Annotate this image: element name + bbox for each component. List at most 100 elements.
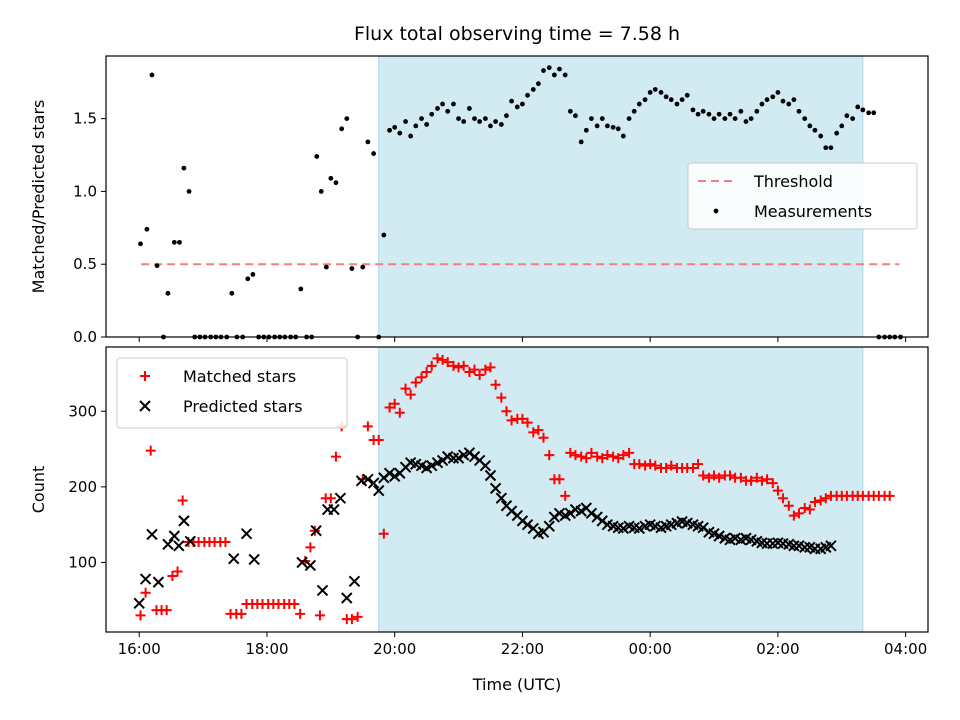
bottom-series-1-point-118: [762, 474, 773, 485]
top-series-1-point-8: [181, 165, 187, 171]
x-tick-label-5: 02:00: [756, 640, 799, 658]
bottom-y-tick-label-1: 200: [68, 478, 97, 496]
top-series-1-point-126: [807, 123, 813, 129]
bottom-series-2-point-104: [799, 541, 811, 554]
bottom-series-1-point-49: [394, 407, 405, 418]
bottom-series-2-point-11: [248, 553, 260, 566]
bottom-series-1-point-129: [820, 493, 831, 504]
top-series-1-point-85: [589, 116, 594, 122]
bottom-series-2-point-9: [228, 552, 240, 565]
bottom-series-1-point-94: [634, 459, 645, 470]
bottom-series-2-point-8: [184, 535, 197, 547]
top-series-1-point-129: [823, 145, 829, 151]
bottom-series-2-point-39: [452, 452, 465, 464]
top-series-1-point-34: [318, 189, 324, 194]
bottom-series-2-point-45: [484, 469, 497, 482]
bottom-series-2-point-24: [373, 484, 385, 497]
top-series-1-point-123: [791, 97, 797, 103]
x-tick-label-2: 20:00: [373, 640, 416, 658]
bottom-series-2-point-10: [240, 528, 253, 540]
bottom-series-1-point-91: [618, 450, 629, 461]
bottom-series-1-point-51: [405, 389, 416, 400]
bottom-series-1-point-117: [756, 475, 767, 486]
bottom-series-2-point-44: [479, 459, 492, 472]
top-series-1-point-101: [674, 101, 680, 107]
top-series-1-point-100: [668, 97, 674, 103]
top-series-1-point-103: [684, 92, 690, 98]
bottom-series-1-point-34: [314, 610, 325, 621]
top-series-1-point-92: [626, 116, 632, 122]
top-legend-label-1: Measurements: [754, 202, 872, 221]
top-series-1-point-124: [796, 108, 802, 114]
bottom-legend-box: [116, 357, 348, 429]
bottom-series-1-point-53: [416, 372, 427, 383]
bottom-series-2-point-0: [133, 597, 145, 609]
bottom-series-2-point-7: [178, 515, 190, 527]
bottom-y-axis-label: Count: [29, 466, 48, 514]
bottom-series-2-point-23: [367, 477, 380, 489]
top-series-1-point-110: [722, 116, 728, 122]
bottom-series-1-point-62: [464, 366, 475, 377]
top-series-1-point-53: [419, 116, 424, 122]
bottom-series-2-point-4: [162, 538, 174, 551]
bottom-series-1-point-106: [698, 470, 709, 481]
top-series-1-point-58: [445, 108, 451, 114]
bottom-series-1-point-141: [884, 490, 895, 501]
bottom-series-1-point-2: [145, 445, 156, 456]
bottom-series-1-point-84: [581, 453, 592, 464]
x-tick-label-6: 04:00: [884, 640, 927, 658]
bottom-series-1-point-83: [576, 451, 587, 462]
top-series-1-point-50: [403, 119, 408, 124]
top-series-1-point-42: [360, 264, 366, 270]
top-series-1-point-87: [599, 116, 605, 122]
top-series-1-point-37: [333, 180, 339, 186]
bottom-series-2-point-18: [334, 492, 347, 504]
bottom-series-1-point-45: [373, 434, 384, 445]
top-series-1-point-76: [541, 68, 546, 73]
top-y-tick-label-1: 0.5: [73, 255, 97, 273]
top-series-1-point-117: [759, 101, 765, 107]
top-series-1-point-82: [573, 113, 578, 119]
bottom-series-2-point-14: [310, 524, 322, 537]
bottom-legend-swatch-1: [139, 400, 151, 412]
top-series-1-point-90: [615, 126, 621, 132]
top-series-1-point-52: [413, 123, 419, 129]
bottom-series-1-point-113: [735, 472, 746, 483]
top-series-1-point-132: [839, 123, 845, 129]
top-series-1-point-9: [186, 189, 192, 194]
bottom-series-1-point-5: [161, 605, 172, 616]
bottom-axes-frame: [105, 346, 929, 633]
bottom-series-2-point-27: [388, 470, 401, 482]
bottom-series-1-point-40: [346, 614, 357, 625]
bottom-series-1-point-55: [426, 360, 437, 371]
top-series-1-point-78: [551, 72, 557, 78]
bottom-series-2-point-2: [146, 528, 158, 541]
bottom-series-1-point-69: [501, 406, 512, 417]
top-series-1-point-93: [631, 108, 637, 114]
bottom-series-1-point-115: [746, 475, 757, 486]
top-y-tick-label-3: 1.5: [73, 110, 97, 128]
bottom-series-1-point-6: [167, 571, 178, 582]
top-series-1-point-120: [775, 89, 781, 95]
top-series-1-point-104: [690, 107, 696, 113]
x-tick-label-4: 00:00: [629, 640, 672, 658]
top-series-1-point-67: [493, 119, 499, 124]
top-series-1-point-91: [620, 133, 626, 139]
bottom-series-1-point-74: [528, 427, 539, 438]
top-series-1-point-0: [138, 241, 143, 247]
bottom-series-1-point-109: [714, 472, 725, 483]
bottom-series-1-point-16: [220, 537, 231, 548]
top-series-1-point-109: [716, 111, 722, 117]
top-series-1-point-112: [732, 116, 738, 122]
bottom-series-1-point-72: [517, 413, 528, 424]
bottom-series-1-point-30: [295, 608, 306, 619]
bottom-series-1-point-29: [289, 599, 300, 610]
bottom-series-1-point-108: [709, 470, 720, 481]
top-series-1-point-80: [562, 72, 568, 78]
bottom-y-tick-label-0: 100: [68, 553, 97, 571]
top-series-1-point-130: [828, 145, 834, 151]
top-series-1-point-72: [520, 101, 525, 107]
top-series-1-point-7: [177, 239, 182, 245]
top-legend-label-0: Threshold: [753, 172, 833, 191]
